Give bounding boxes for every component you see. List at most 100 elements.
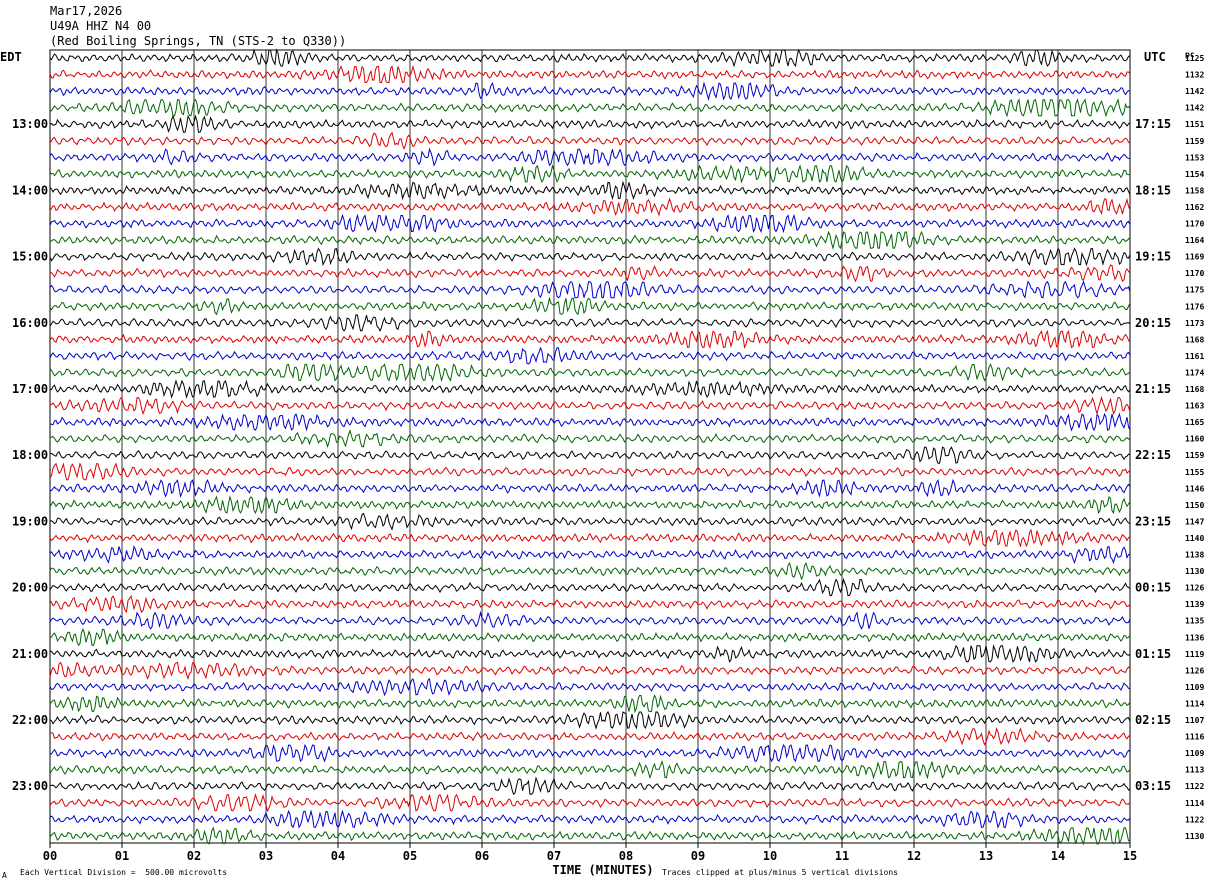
x-tick-label: 05 [403,849,417,863]
left-hour-label: 19:00 [12,514,48,528]
right-hour-label: 20:15 [1135,316,1171,330]
trace-line [49,280,1131,299]
trace-line [49,180,1131,201]
footer-mark: A [2,871,7,880]
trace-line [49,694,1131,714]
row-value-label: 1170 [1185,269,1204,278]
x-tick-label: 00 [43,849,57,863]
trace-line [49,197,1131,217]
row-value-label: 1147 [1185,517,1204,526]
footer-clip-note: Traces clipped at plus/minus 5 vertical … [662,868,899,877]
x-tick-label: 13 [979,849,993,863]
x-tick-label: 11 [835,849,849,863]
x-tick-label: 12 [907,849,921,863]
header-date: Mar17,2026 [50,4,123,18]
row-value-label: 1162 [1185,203,1204,212]
left-hour-label: 22:00 [12,713,48,727]
x-tick-label: 06 [475,849,489,863]
left-hour-label: 17:00 [12,382,48,396]
row-value-label: 1173 [1185,319,1204,328]
row-value-label: 1168 [1185,385,1204,394]
trace-line [49,97,1131,118]
row-value-label: 1114 [1185,799,1204,808]
row-value-label: 1165 [1185,418,1204,427]
row-value-label: 1158 [1185,186,1204,195]
trace-line [49,512,1131,531]
trace-line [49,114,1131,133]
footer-scale-note: Each Vertical Division = 500.00 microvol… [20,868,228,877]
trace-line [49,296,1131,316]
header-location: (Red Boiling Springs, TN (STS-2 to Q330)… [50,34,347,48]
trace-line [49,610,1131,630]
row-value-label: 1170 [1185,220,1204,229]
x-tick-label: 02 [187,849,201,863]
header-station: U49A HHZ N4 00 [50,19,152,33]
row-value-label: 1140 [1185,534,1204,543]
trace-line [49,213,1131,234]
row-value-label: 1130 [1185,832,1204,841]
row-value-label: 1151 [1185,120,1204,129]
row-value-label: 1155 [1185,468,1204,477]
row-value-label: 1119 [1185,650,1204,659]
row-value-label: 1176 [1185,302,1204,311]
trace-line [49,264,1131,283]
row-value-label: 1109 [1185,749,1204,758]
trace-line [49,48,1130,68]
trace-line [49,478,1131,498]
x-tick-label: 08 [619,849,633,863]
right-hour-label: 19:15 [1135,250,1171,264]
trace-line [49,64,1131,84]
right-hour-label: 01:15 [1135,647,1171,661]
row-value-label: 1107 [1185,716,1204,725]
row-value-label: 1160 [1185,435,1204,444]
row-value-label: 1164 [1185,236,1204,245]
right-hour-label: 22:15 [1135,448,1171,462]
row-value-label: 1154 [1185,170,1204,179]
row-value-label: 1122 [1185,815,1204,824]
trace-line [49,247,1131,267]
plot-frame [49,49,1131,844]
right-hour-label: 17:15 [1135,117,1171,131]
trace-line [49,677,1131,697]
trace-line [49,826,1131,846]
left-hour-label: 20:00 [12,581,48,595]
trace-line [49,809,1131,829]
trace-line [50,743,1131,763]
trace-line [49,594,1131,614]
trace-line [49,644,1131,663]
trace-line [49,776,1131,796]
row-value-label: 1109 [1185,683,1204,692]
row-value-label: 1142 [1185,87,1204,96]
row-value-label: 1163 [1185,402,1204,411]
right-hour-label: 02:15 [1135,713,1171,727]
row-value-label: 1169 [1185,253,1204,262]
row-value-label: 1130 [1185,567,1204,576]
row-value-label: 1175 [1185,286,1204,295]
row-value-label: 1159 [1185,451,1204,460]
trace-line [49,429,1131,449]
row-value-label: 1114 [1185,699,1204,708]
right-hour-label: 03:15 [1135,779,1171,793]
trace-line [49,545,1131,565]
row-value-label: 1138 [1185,551,1204,560]
trace-line [49,164,1130,184]
trace-line [49,494,1131,515]
trace-line [49,131,1131,150]
trace-line [49,81,1131,102]
x-axis-label: TIME (MINUTES) [552,863,653,877]
row-value-label: 1159 [1185,137,1204,146]
trace-line [49,446,1131,464]
right-hour-label: 00:15 [1135,581,1171,595]
trace-line [49,528,1131,548]
x-tick-label: 01 [115,849,129,863]
x-tick-label: 15 [1123,849,1137,863]
trace-line [49,661,1131,681]
trace-line [49,395,1131,416]
right-hour-label: 23:15 [1135,514,1171,528]
row-value-label: 1146 [1185,484,1204,493]
row-value-label: 1139 [1185,600,1204,609]
trace-line [49,379,1131,399]
row-value-label: 1126 [1185,666,1204,675]
row-value-label: 1132 [1185,71,1204,80]
